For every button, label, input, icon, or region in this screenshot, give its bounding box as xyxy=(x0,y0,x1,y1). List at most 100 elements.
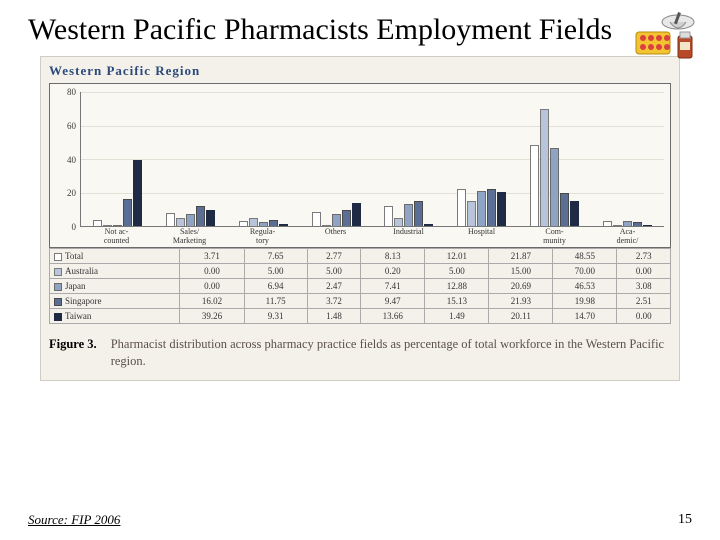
table-cell: 39.26 xyxy=(180,309,244,324)
legend-swatch xyxy=(54,268,62,276)
figure-caption: Figure 3. Pharmacist distribution across… xyxy=(49,336,671,370)
bar xyxy=(196,206,205,226)
chart-area: 020406080 Not ac-countedSales/MarketingR… xyxy=(49,83,671,248)
slide-page: Western Pacific Pharmacists Employment F… xyxy=(0,0,720,540)
series-label: Total xyxy=(50,249,180,264)
bar xyxy=(570,201,579,226)
y-tick: 60 xyxy=(52,121,76,131)
source-text: Source: FIP 2006 xyxy=(28,512,120,528)
data-table: Total3.717.652.778.1312.0121.8748.552.73… xyxy=(49,248,671,324)
series-label: Japan xyxy=(50,279,180,294)
table-cell: 21.87 xyxy=(489,249,553,264)
table-cell: 70.00 xyxy=(553,264,617,279)
bar-group xyxy=(518,92,591,226)
table-cell: 19.98 xyxy=(553,294,617,309)
bar xyxy=(633,222,642,226)
legend-swatch xyxy=(54,313,62,321)
bar xyxy=(394,218,403,226)
table-row: Australia0.005.005.000.205.0015.0070.000… xyxy=(50,264,671,279)
bar xyxy=(279,224,288,226)
table-cell: 0.20 xyxy=(361,264,425,279)
series-label: Australia xyxy=(50,264,180,279)
caption-label: Figure 3. xyxy=(49,336,97,353)
table-cell: 9.31 xyxy=(244,309,307,324)
bar xyxy=(322,225,331,226)
bar xyxy=(613,225,622,226)
table-cell: 3.71 xyxy=(180,249,244,264)
table-row: Taiwan39.269.311.4813.661.4920.1114.700.… xyxy=(50,309,671,324)
page-number: 15 xyxy=(678,512,692,528)
bar xyxy=(623,221,632,226)
table-cell: 15.00 xyxy=(489,264,553,279)
table-cell: 2.51 xyxy=(617,294,671,309)
bar xyxy=(530,145,539,226)
table-cell: 20.11 xyxy=(489,309,553,324)
table-row: Singapore16.0211.753.729.4715.1321.9319.… xyxy=(50,294,671,309)
bar-group xyxy=(227,92,300,226)
x-label: Hospital xyxy=(445,228,518,245)
table-cell: 11.75 xyxy=(244,294,307,309)
bar xyxy=(103,225,112,226)
y-axis: 020406080 xyxy=(52,92,78,227)
table-cell: 3.72 xyxy=(307,294,360,309)
bar xyxy=(186,214,195,226)
figure-panel: Western Pacific Region 020406080 Not ac-… xyxy=(40,56,680,381)
table-cell: 2.47 xyxy=(307,279,360,294)
bar xyxy=(206,210,215,226)
bar xyxy=(312,212,321,226)
bar xyxy=(342,210,351,226)
bar xyxy=(560,193,569,226)
bar xyxy=(603,221,612,226)
x-label: Regula-tory xyxy=(226,228,299,245)
bar-group xyxy=(81,92,154,226)
table-cell: 21.93 xyxy=(489,294,553,309)
y-tick: 0 xyxy=(52,222,76,232)
table-cell: 20.69 xyxy=(489,279,553,294)
x-label: Sales/Marketing xyxy=(153,228,226,245)
y-tick: 80 xyxy=(52,87,76,97)
bar-group xyxy=(154,92,227,226)
x-label: Not ac-counted xyxy=(80,228,153,245)
bar xyxy=(550,148,559,226)
table-cell: 2.73 xyxy=(617,249,671,264)
table-cell: 1.49 xyxy=(425,309,489,324)
legend-swatch xyxy=(54,298,62,306)
table-row: Total3.717.652.778.1312.0121.8748.552.73 xyxy=(50,249,671,264)
table-cell: 0.00 xyxy=(617,309,671,324)
table-cell: 12.88 xyxy=(425,279,489,294)
bar-group xyxy=(300,92,373,226)
table-cell: 5.00 xyxy=(244,264,307,279)
bar xyxy=(457,189,466,226)
table-cell: 8.13 xyxy=(361,249,425,264)
bar xyxy=(259,222,268,226)
bar xyxy=(93,220,102,226)
table-cell: 46.53 xyxy=(553,279,617,294)
x-label: Industrial xyxy=(372,228,445,245)
bar xyxy=(414,201,423,226)
table-cell: 5.00 xyxy=(425,264,489,279)
bar xyxy=(113,225,122,226)
bar xyxy=(166,213,175,226)
table-cell: 0.00 xyxy=(180,279,244,294)
bar xyxy=(643,225,652,226)
bar-group xyxy=(445,92,518,226)
y-tick: 40 xyxy=(52,155,76,165)
x-axis-labels: Not ac-countedSales/MarketingRegula-tory… xyxy=(80,228,664,245)
table-cell: 13.66 xyxy=(361,309,425,324)
footer: Source: FIP 2006 15 xyxy=(28,512,692,528)
table-cell: 14.70 xyxy=(553,309,617,324)
bar xyxy=(352,203,361,226)
table-cell: 12.01 xyxy=(425,249,489,264)
plot-area xyxy=(80,92,664,227)
bar xyxy=(404,204,413,226)
bar-groups xyxy=(81,92,664,226)
legend-swatch xyxy=(54,283,62,291)
bar xyxy=(269,220,278,226)
table-cell: 7.41 xyxy=(361,279,425,294)
x-label: Others xyxy=(299,228,372,245)
table-cell: 0.00 xyxy=(180,264,244,279)
chart-title: Western Pacific Region xyxy=(49,63,671,79)
x-label: Com-munity xyxy=(518,228,591,245)
page-title: Western Pacific Pharmacists Employment F… xyxy=(28,12,692,48)
bar-group xyxy=(591,92,664,226)
